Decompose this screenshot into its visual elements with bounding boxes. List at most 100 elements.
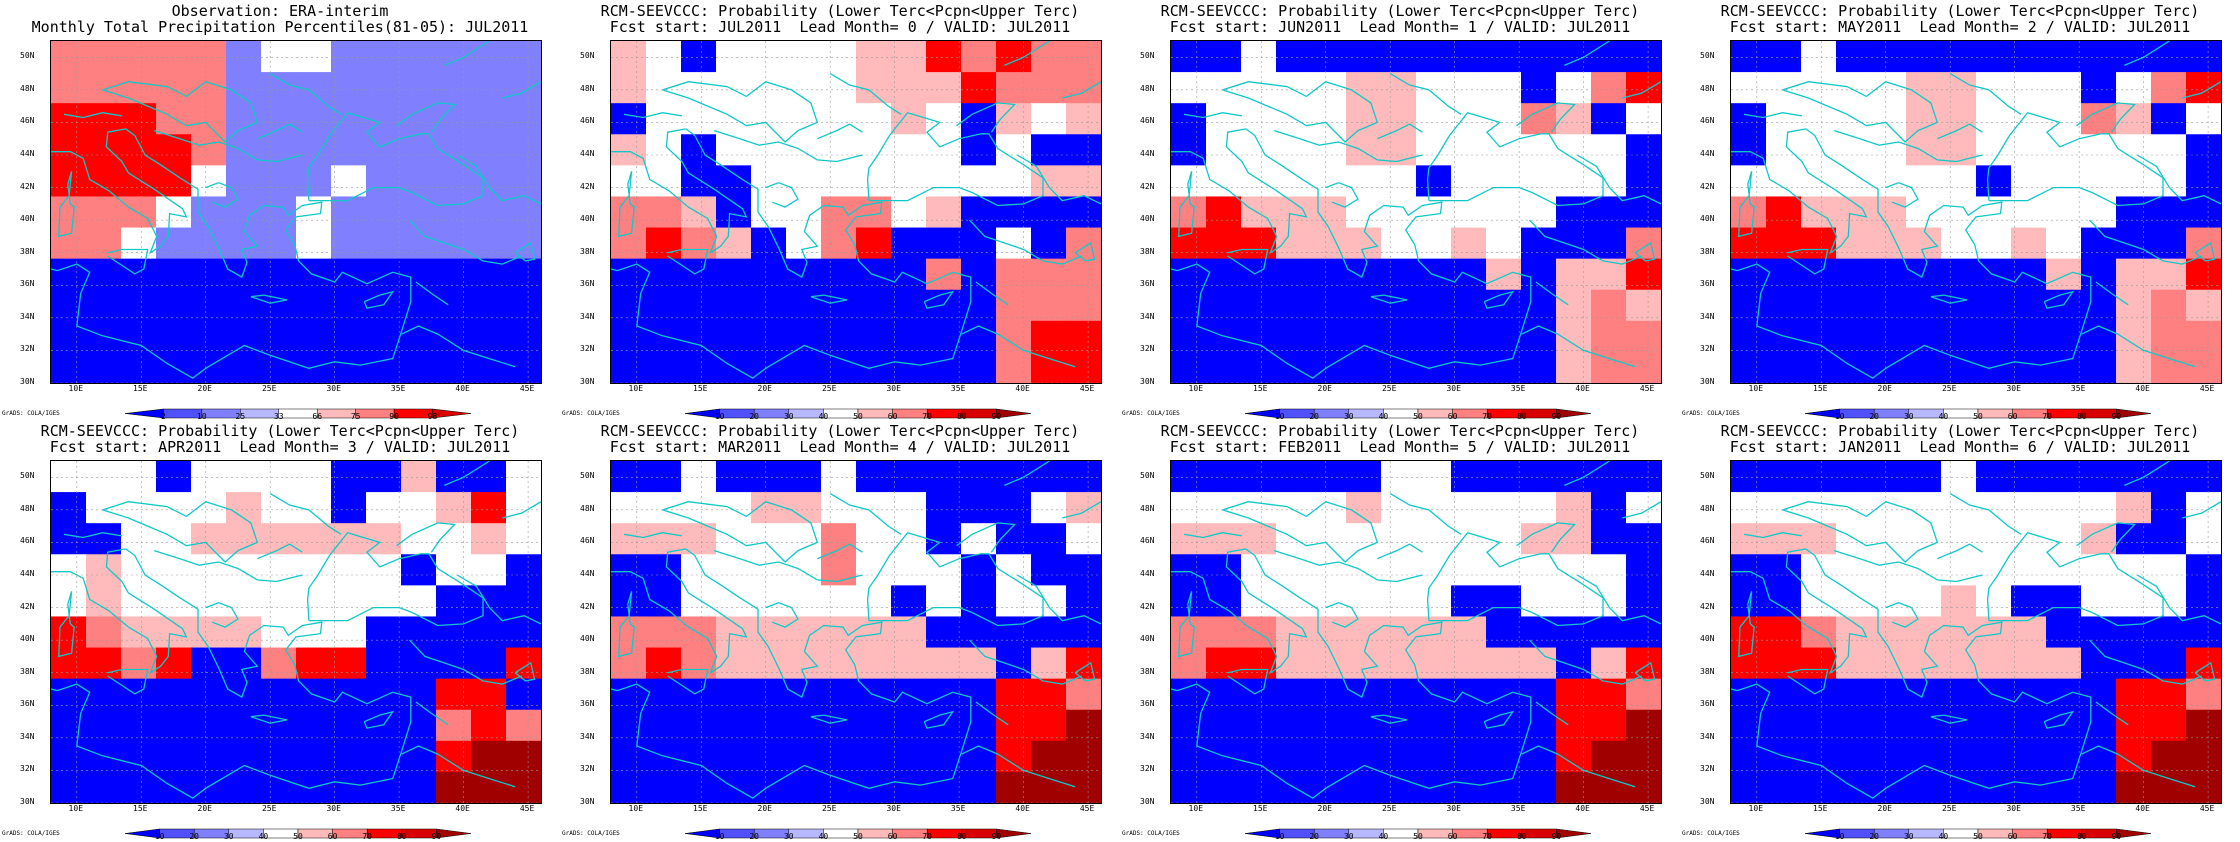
colorbar-label: 70 bbox=[922, 832, 933, 841]
heatmap-cell bbox=[261, 351, 297, 383]
heatmap-cell bbox=[786, 72, 822, 104]
heatmap-cell bbox=[86, 554, 122, 586]
heatmap-cell bbox=[821, 351, 857, 383]
x-tick-label: 25E bbox=[1941, 384, 1957, 393]
heatmap-cell bbox=[1871, 461, 1907, 493]
heatmap-cell bbox=[1311, 351, 1347, 383]
heatmap-cell bbox=[681, 616, 717, 649]
heatmap-cell bbox=[436, 41, 472, 73]
heatmap-cell bbox=[646, 72, 682, 104]
coastline bbox=[444, 461, 490, 486]
y-tick-label: 30N bbox=[20, 797, 35, 806]
coastline bbox=[63, 532, 123, 539]
x-tick-label: 15E bbox=[1813, 384, 1828, 393]
colorbar-label: 40 bbox=[1938, 832, 1949, 841]
y-tick-label: 46N bbox=[1140, 536, 1155, 546]
heatmap-cell bbox=[961, 585, 997, 618]
y-tick-label: 48N bbox=[580, 503, 595, 513]
colorbar-label: 70 bbox=[362, 832, 373, 841]
heatmap-cell bbox=[2116, 461, 2152, 493]
heatmap-cell bbox=[1171, 103, 1207, 135]
coastline bbox=[514, 661, 536, 682]
heatmap-cell bbox=[821, 320, 857, 353]
heatmap-cell bbox=[156, 289, 192, 322]
panel-title: RCM-SEEVCCC: Probability (Lower Terc<Pcp… bbox=[1160, 422, 1640, 440]
heatmap-cell bbox=[2116, 771, 2152, 803]
heatmap-cell bbox=[1906, 461, 1942, 493]
heatmap-cell bbox=[1066, 134, 1101, 166]
heatmap-cell bbox=[1591, 585, 1627, 618]
heatmap-cell bbox=[1941, 709, 1977, 742]
coastline bbox=[1529, 219, 1642, 265]
panel-title: RCM-SEEVCCC: Probability (Lower Terc<Pcp… bbox=[1160, 2, 1640, 20]
heatmap-cell bbox=[471, 771, 507, 803]
heatmap-cell bbox=[821, 585, 857, 618]
colorbar-label: 60 bbox=[1447, 412, 1458, 421]
heatmap-cell bbox=[716, 523, 752, 555]
heatmap-cell bbox=[926, 554, 962, 586]
colorbar-label: 40 bbox=[818, 832, 829, 841]
heatmap-cell bbox=[1976, 320, 2012, 353]
heatmap-cell bbox=[156, 103, 192, 135]
heatmap-cell bbox=[821, 771, 857, 803]
panel-subtitle: Fcst start: MAY2011 Lead Month= 2 / VALI… bbox=[1729, 18, 2191, 36]
heatmap-cell bbox=[1801, 289, 1837, 322]
heatmap-cell bbox=[1871, 289, 1907, 322]
coastline bbox=[1389, 493, 1462, 535]
heatmap-cell bbox=[1521, 41, 1557, 73]
heatmap-cell bbox=[191, 709, 227, 742]
heatmap-cell bbox=[611, 320, 647, 353]
heatmap-cell bbox=[1941, 165, 1977, 198]
heatmap-cell bbox=[1486, 585, 1522, 618]
heatmap-svg bbox=[611, 461, 1101, 803]
heatmap-cell bbox=[51, 196, 87, 229]
x-tick-label: 35E bbox=[1510, 804, 1526, 813]
heatmap-cell bbox=[331, 492, 367, 524]
heatmap-cell bbox=[226, 616, 262, 649]
heatmap-cell bbox=[1836, 523, 1872, 555]
heatmap-cell bbox=[611, 227, 647, 260]
heatmap-cell bbox=[86, 289, 122, 322]
coastline bbox=[269, 73, 342, 115]
heatmap-cell bbox=[2046, 647, 2082, 680]
heatmap-cell bbox=[611, 647, 647, 680]
heatmap-cell bbox=[1381, 492, 1417, 524]
x-tick-label: 20E bbox=[757, 384, 772, 393]
heatmap-cell bbox=[1871, 41, 1907, 73]
colorbar-swatch bbox=[432, 408, 472, 419]
colorbar-label: 40 bbox=[818, 412, 829, 421]
heatmap-cell bbox=[961, 165, 997, 198]
heatmap-cell bbox=[961, 227, 997, 260]
heatmap-cell bbox=[1871, 72, 1907, 104]
heatmap-cell bbox=[1276, 523, 1312, 555]
colorbar-label: 90 bbox=[1551, 412, 1562, 421]
heatmap-cell bbox=[2116, 165, 2152, 198]
heatmap-cell bbox=[891, 585, 927, 618]
y-tick-label: 40N bbox=[20, 214, 35, 224]
heatmap-cell bbox=[1346, 165, 1382, 198]
heatmap-cell bbox=[506, 740, 541, 773]
heatmap-cell bbox=[926, 103, 962, 135]
heatmap-svg bbox=[1731, 461, 2221, 803]
y-tick-label: 50N bbox=[1700, 471, 1715, 481]
heatmap-cell bbox=[366, 461, 402, 493]
heatmap-cell bbox=[611, 523, 647, 555]
coastline bbox=[1622, 81, 1661, 99]
heatmap-cell bbox=[366, 771, 402, 803]
heatmap-cell bbox=[436, 709, 472, 742]
heatmap-cell bbox=[121, 289, 157, 322]
heatmap-cell bbox=[646, 103, 682, 135]
panel-title: RCM-SEEVCCC: Probability (Lower Terc<Pcp… bbox=[1720, 2, 2200, 20]
heatmap-cell bbox=[1311, 709, 1347, 742]
heatmap-cell bbox=[1591, 289, 1627, 322]
colorbar-label: 30 bbox=[783, 832, 794, 841]
coastline bbox=[1731, 128, 1868, 255]
heatmap-cell bbox=[856, 523, 892, 555]
heatmap-cell bbox=[121, 492, 157, 524]
heatmap-cell bbox=[471, 41, 507, 73]
heatmap-cell bbox=[156, 492, 192, 524]
heatmap-cell bbox=[1346, 72, 1382, 104]
heatmap-cell bbox=[1941, 585, 1977, 618]
heatmap-cell bbox=[2151, 523, 2187, 555]
heatmap-cell bbox=[366, 351, 402, 383]
